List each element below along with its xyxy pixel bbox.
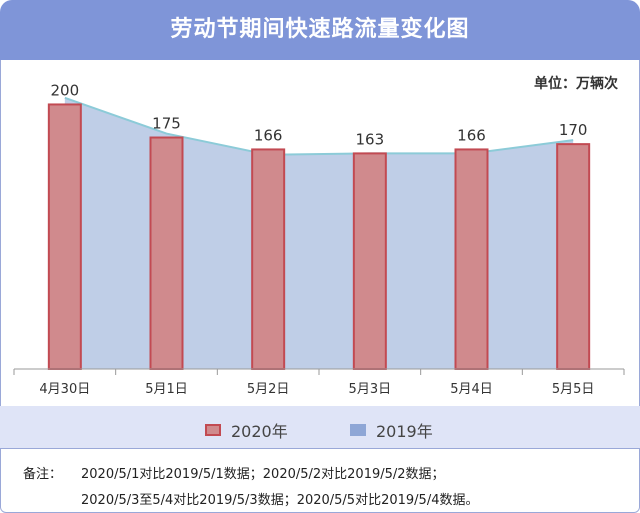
legend-swatch-2020 (205, 424, 221, 436)
data-label: 163 (356, 130, 385, 148)
x-tick-label: 5月2日 (247, 382, 290, 397)
legend-label-2020: 2020年 (231, 422, 288, 441)
data-label: 166 (457, 126, 486, 144)
x-tick-label: 5月5日 (552, 382, 595, 397)
chart-svg: 4月30日 5月1日 5月2日 5月3日 5月4日 5月5日 200 175 166 163 16… (13, 81, 625, 397)
legend-item-2020: 2020年 (205, 418, 288, 442)
area-layer (64, 96, 574, 369)
legend-item-2019: 2019年 (350, 418, 433, 442)
notes-line-1: 2020/5/1对比2019/5/1数据；2020/5/2对比2019/5/2数… (81, 467, 445, 482)
x-tick-label: 5月4日 (450, 382, 493, 397)
legend-swatch-2019 (350, 424, 366, 436)
bar-2020-2 (149, 136, 184, 370)
data-label: 170 (559, 121, 588, 139)
notes-box: 备注： 2020/5/1对比2019/5/1数据；2020/5/2对比2019/… (0, 448, 640, 513)
chart-title: 劳动节期间快速路流量变化图 (170, 17, 470, 42)
area-2019 (64, 97, 574, 369)
x-tick-label: 5月3日 (349, 382, 392, 397)
x-tick-label: 5月1日 (145, 382, 188, 397)
bar-layer (47, 103, 591, 370)
legend: 2020年 2019年 (0, 406, 640, 448)
bar-2020-1 (47, 103, 82, 370)
unit-label: 单位：万辆次 (534, 76, 618, 92)
axis-layer: 4月30日 5月1日 5月2日 5月3日 5月4日 5月5日 (13, 368, 625, 397)
data-label: 200 (51, 81, 80, 99)
label-layer: 200 175 166 163 166 170 (51, 81, 588, 148)
bar-2020-6 (556, 143, 591, 370)
bar-2020-5 (454, 148, 489, 370)
notes-line-2: 2020/5/3至5/4对比2019/5/3数据；2020/5/5对比2019/… (81, 493, 479, 508)
data-label: 166 (254, 126, 283, 144)
bar-2020-3 (251, 148, 286, 370)
data-label: 175 (152, 115, 181, 133)
legend-label-2019: 2019年 (376, 422, 433, 441)
x-tick-label: 4月30日 (39, 382, 90, 397)
bar-2020-4 (352, 152, 387, 370)
title-bar (0, 0, 640, 60)
notes-label: 备注： (23, 467, 63, 482)
